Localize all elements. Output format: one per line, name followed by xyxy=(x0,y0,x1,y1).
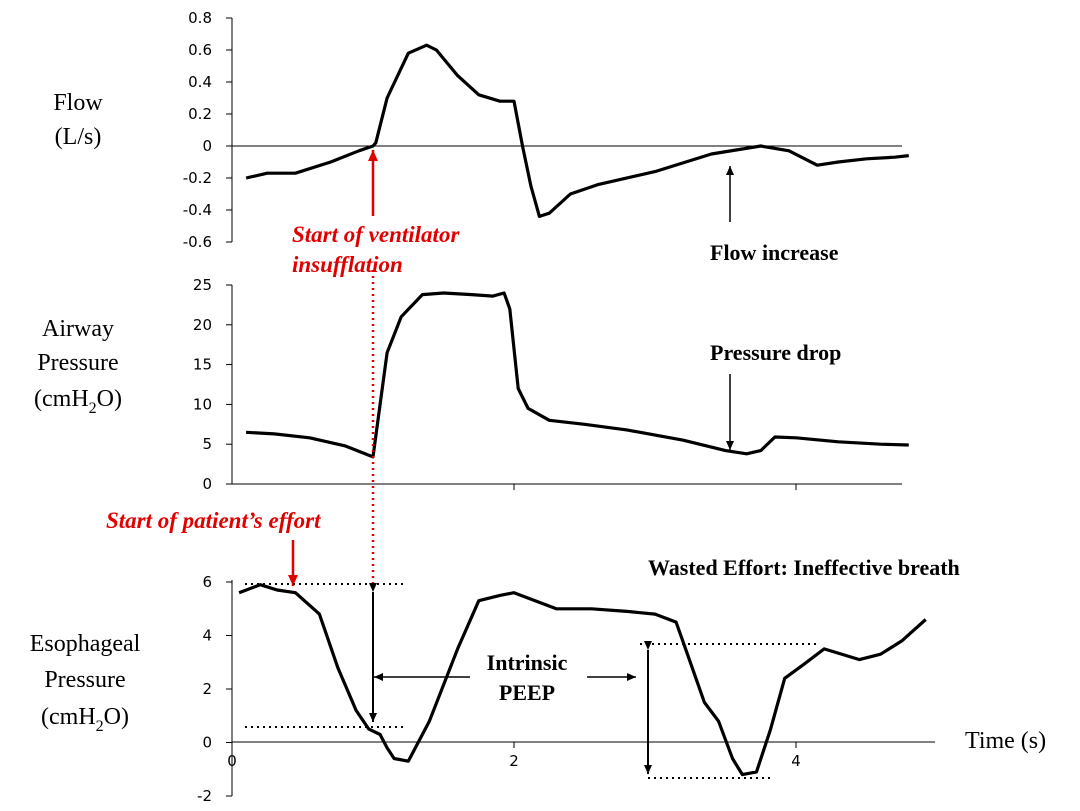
y-tick-label: 0.6 xyxy=(188,41,212,59)
y-tick-label: 4 xyxy=(202,627,212,645)
y-tick-label: -2 xyxy=(197,787,212,805)
pressure-drop-label: Pressure drop xyxy=(710,340,841,365)
intrinsic-peep-label-line1: Intrinsic xyxy=(487,650,568,675)
x-tick-label: 4 xyxy=(791,752,801,770)
y-tick-label: 0 xyxy=(202,137,212,155)
wasted-effort-label: Wasted Effort: Ineffective breath xyxy=(648,555,960,580)
y-tick-label: 0 xyxy=(202,475,212,493)
y-tick-label: 15 xyxy=(193,356,212,374)
start-ventilator-label-line1: Start of ventilator xyxy=(292,222,460,247)
time-axis-label: Time (s) xyxy=(965,728,1046,754)
flow-ylabel-line1: Flow xyxy=(53,90,103,116)
y-tick-label: -0.6 xyxy=(183,233,212,251)
x-tick-label: 0 xyxy=(227,752,237,770)
annotations: Start of ventilator insufflation Flow in… xyxy=(106,150,960,779)
y-tick-label: -0.4 xyxy=(183,201,212,219)
flow-panel: 0.8 0.6 0.4 0.2 0 -0.2 -0.4 -0.6 Flow (L/s) xyxy=(53,9,909,251)
eso-ylabel-line1: Esophageal xyxy=(30,631,141,657)
airway-x-ticks xyxy=(513,484,797,490)
airway-pressure-curve xyxy=(246,291,909,459)
y-tick-label: 2 xyxy=(202,680,212,698)
y-tick-label: 5 xyxy=(202,435,212,453)
flow-curve xyxy=(245,43,909,218)
y-tick-label: 0.8 xyxy=(188,9,212,27)
intrinsic-peep-label-line2: PEEP xyxy=(499,680,555,705)
airway-ylabel-line2: Pressure xyxy=(37,350,118,376)
esophageal-pressure-panel: 6 4 2 0 -2 0 2 4 Esophageal Pressure (cmH2O) T… xyxy=(30,573,1046,805)
airway-ylabel-line3: (cmH2O) xyxy=(34,386,122,417)
y-tick-label: 10 xyxy=(193,395,212,413)
start-patient-effort-label: Start of patient’s effort xyxy=(106,508,321,533)
y-tick-label: 0.4 xyxy=(188,73,212,91)
start-ventilator-label-line2: insufflation xyxy=(292,252,403,277)
eso-ylabel-line3: (cmH2O) xyxy=(41,704,129,735)
esophageal-pressure-curve xyxy=(238,583,927,777)
flow-ylabel-line2: (L/s) xyxy=(55,124,102,150)
eso-x-ticks: 0 2 4 xyxy=(227,742,801,770)
y-tick-label: 0 xyxy=(202,734,212,752)
airway-pressure-panel: 25 20 15 10 5 0 Airway Pressure (cmH2O) xyxy=(34,276,909,493)
flow-increase-label: Flow increase xyxy=(710,240,839,265)
flow-y-ticks: 0.8 0.6 0.4 0.2 0 -0.2 -0.4 -0.6 xyxy=(183,9,232,251)
x-tick-label: 2 xyxy=(509,752,519,770)
y-tick-label: 0.2 xyxy=(188,105,212,123)
eso-y-ticks: 6 4 2 0 -2 xyxy=(197,573,232,805)
airway-y-ticks: 25 20 15 10 5 0 xyxy=(193,276,232,493)
y-tick-label: 20 xyxy=(193,316,212,334)
y-tick-label: 25 xyxy=(193,276,212,294)
y-tick-label: -0.2 xyxy=(183,169,212,187)
y-tick-label: 6 xyxy=(202,573,212,591)
airway-ylabel-line1: Airway xyxy=(42,316,114,342)
eso-ylabel-line2: Pressure xyxy=(44,667,125,693)
